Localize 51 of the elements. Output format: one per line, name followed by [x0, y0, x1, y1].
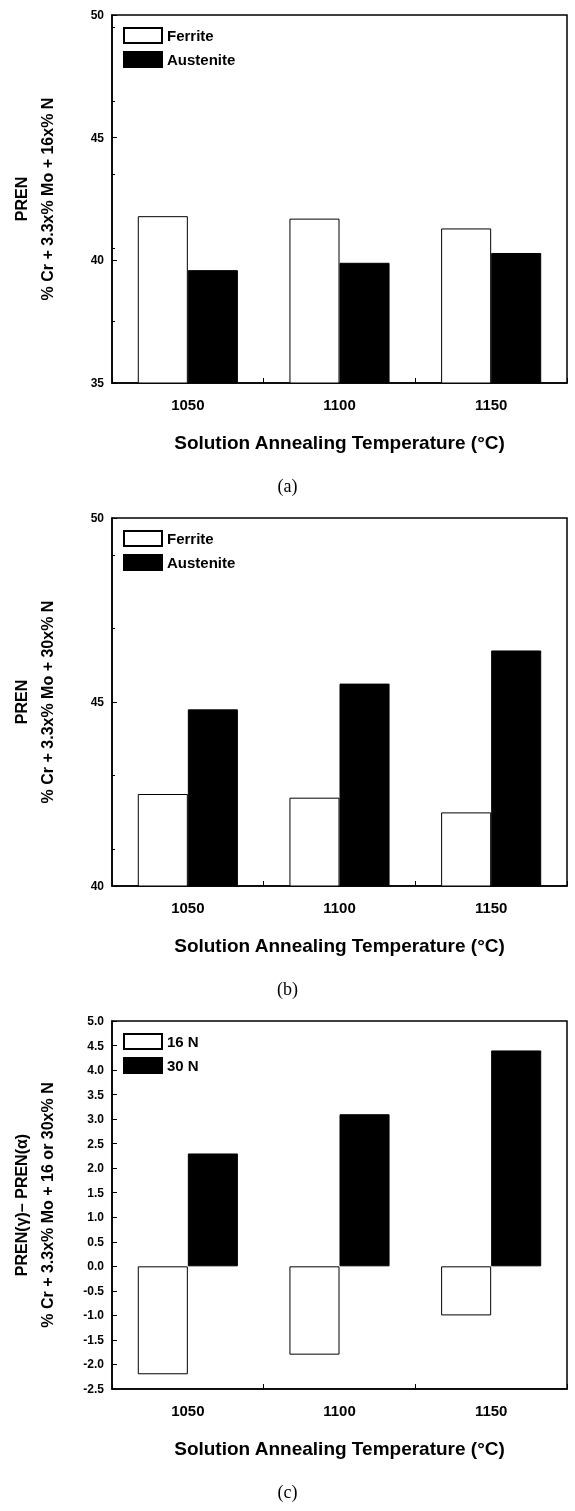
y-tick-label: -1.5 [83, 1332, 105, 1347]
x-axis-title: Solution Annealing Temperature (°C) [174, 432, 505, 453]
x-axis-title: Solution Annealing Temperature (°C) [174, 935, 505, 956]
legend-label: 16 N [167, 1033, 199, 1050]
y-axis-title: PREN % Cr + 3.3x% Mo + 16x% N [12, 97, 56, 301]
y-tick-label: 50 [90, 8, 105, 22]
x-tick-label: 1100 [323, 396, 356, 413]
bar [491, 1050, 542, 1267]
text: (b) [277, 979, 299, 1000]
bar [137, 1266, 188, 1375]
y-tick-label: -1.0 [83, 1308, 105, 1323]
y-tick-label: 0.0 [87, 1259, 105, 1274]
x-tick-label: 1150 [474, 396, 508, 413]
legend-label: 30 N [167, 1057, 199, 1074]
y-tick-label: 1.0 [87, 1210, 105, 1225]
y-tick-label: 3.0 [87, 1112, 105, 1127]
y-tick-label: 40 [90, 879, 105, 893]
bar [441, 1266, 492, 1316]
y-tick-label: 35 [90, 376, 105, 390]
y-tick-label: -2.0 [83, 1357, 105, 1372]
y-axis-title: PREN % Cr + 3.3x% Mo + 30x% N [12, 600, 56, 804]
x-tick-label: 1050 [171, 899, 205, 916]
legend-label: Ferrite [167, 530, 214, 547]
legend-label: Austenite [167, 51, 236, 68]
y-tick-label: 2.0 [87, 1161, 105, 1176]
x-tick-label: 1050 [171, 1402, 205, 1419]
y-tick-label: 5.0 [87, 1014, 105, 1028]
x-axis-title: Solution Annealing Temperature (°C) [174, 1438, 505, 1459]
x-tick-label: 1100 [323, 899, 356, 916]
text: (a) [277, 476, 298, 497]
bar [187, 1153, 238, 1267]
x-tick-label: 1150 [474, 899, 508, 916]
y-tick-label: 0.5 [87, 1234, 105, 1249]
x-tick-label: 1150 [474, 1402, 508, 1419]
y-tick-label: 45 [90, 695, 105, 709]
y-axis-title: PREN(γ)– PREN(α) % Cr + 3.3x% Mo + 16 or 30x% N [12, 1082, 56, 1328]
x-tick-label: 1050 [171, 396, 205, 413]
y-tick-label: 4.5 [87, 1038, 105, 1053]
y-tick-label: 40 [90, 253, 105, 268]
text: (c) [277, 1482, 298, 1503]
y-tick-label: 45 [90, 130, 105, 145]
y-tick-label: -0.5 [83, 1283, 105, 1298]
x-tick-label: 1100 [323, 1402, 356, 1419]
y-tick-label: 4.0 [87, 1063, 105, 1078]
y-tick-label: 3.5 [87, 1087, 105, 1102]
y-tick-label: 2.5 [87, 1136, 105, 1151]
legend-label: Ferrite [167, 27, 214, 44]
y-tick-label: 50 [90, 511, 105, 525]
y-tick-label: 1.5 [87, 1185, 105, 1200]
y-tick-label: -2.5 [83, 1382, 105, 1396]
legend-label: Austenite [167, 554, 236, 571]
